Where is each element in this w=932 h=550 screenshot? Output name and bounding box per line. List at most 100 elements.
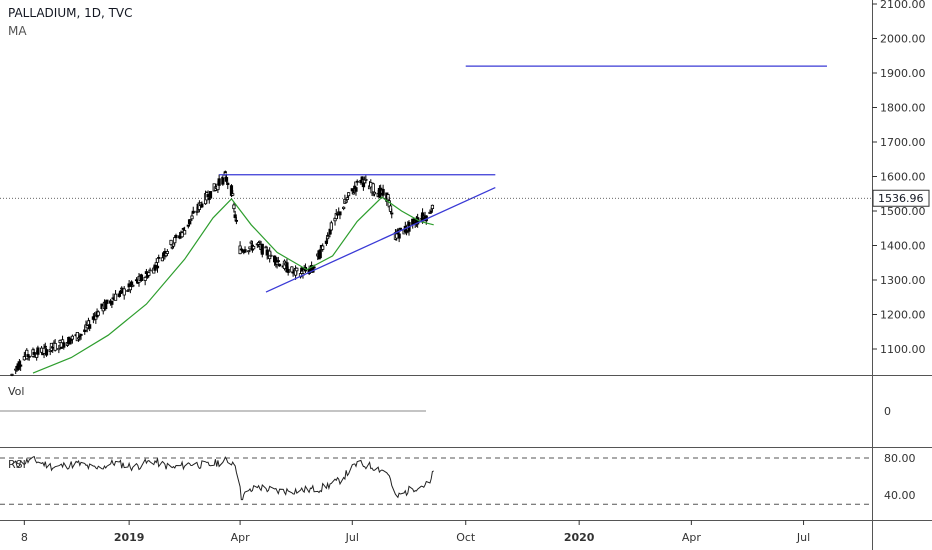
rsi-pane-label[interactable]: RSI <box>8 458 26 471</box>
candle-body <box>126 290 130 292</box>
last-price-label: 1536.96 <box>878 192 924 205</box>
last-price-tag <box>872 189 930 207</box>
candle-body <box>429 211 433 213</box>
candle-body <box>277 263 282 267</box>
candle-body <box>398 227 402 230</box>
candle-body <box>243 249 247 253</box>
candle-body <box>286 268 290 273</box>
time-tick-label: Apr <box>682 531 702 544</box>
candle-body <box>355 180 359 183</box>
ascending-trendline[interactable] <box>265 186 496 293</box>
candle-body <box>59 346 63 349</box>
candle-body <box>390 212 394 215</box>
candle-body <box>183 230 187 235</box>
ma-line <box>32 196 434 374</box>
candle-body <box>276 260 280 262</box>
price-tick-label: 1800.00 <box>880 102 926 115</box>
candle-body <box>295 267 299 272</box>
candle-body <box>70 335 75 340</box>
candle-body <box>43 345 47 348</box>
candle-body <box>321 245 325 250</box>
candle-body <box>174 235 178 239</box>
candle-body <box>191 210 195 214</box>
time-tick-label: 2020 <box>564 531 595 544</box>
price-tick-label: 1400.00 <box>880 240 926 253</box>
candle-body <box>155 265 160 269</box>
candle-body <box>312 266 316 269</box>
candle-body <box>223 171 227 174</box>
candle-body <box>224 177 229 182</box>
rsi-tick-label: 80.00 <box>884 452 916 465</box>
symbol-legend[interactable]: PALLADIUM, 1D, TVC <box>8 6 133 20</box>
candle-body <box>327 235 331 238</box>
candle-body <box>10 373 14 376</box>
candle-body <box>344 200 348 203</box>
candle-body <box>105 299 109 304</box>
candle-body <box>234 219 238 222</box>
candle-body <box>57 347 61 351</box>
time-tick-label: Jul <box>345 531 359 544</box>
volume-zero-label: 0 <box>884 405 891 418</box>
ma-legend[interactable]: MA <box>8 24 27 38</box>
candle-body <box>113 293 118 301</box>
rsi-tick-label: 40.00 <box>884 489 916 502</box>
candle-body <box>364 178 368 181</box>
candle-body <box>397 233 401 239</box>
candle-body <box>346 192 351 197</box>
candle-body <box>165 251 169 254</box>
candle-body <box>128 286 132 291</box>
candle-body <box>430 204 435 210</box>
candle-body <box>180 232 184 238</box>
time-tick-label: Jul <box>796 531 810 544</box>
candle-body <box>371 183 375 193</box>
candle-body <box>131 284 135 287</box>
candle-body <box>248 246 252 250</box>
candles <box>10 170 435 377</box>
candle-body <box>226 182 230 186</box>
price-tick-label: 1700.00 <box>880 136 926 149</box>
candle-body <box>79 333 83 336</box>
candle-body <box>324 240 329 244</box>
volume-pane-label[interactable]: Vol <box>8 385 25 398</box>
candle-body <box>232 204 236 210</box>
candle-body <box>354 187 358 192</box>
rsi-line <box>11 455 434 501</box>
candle-body <box>260 243 264 255</box>
candle-body <box>233 214 237 218</box>
candle-body <box>27 355 31 358</box>
candle-body <box>360 176 364 181</box>
candle-body <box>148 269 152 272</box>
candle-body <box>329 222 333 231</box>
candle-body <box>275 261 279 265</box>
time-tick-label: Oct <box>456 531 476 544</box>
price-tick-label: 1300.00 <box>880 274 926 287</box>
candle-body <box>189 219 193 222</box>
price-tick-label: 2000.00 <box>880 33 926 46</box>
candle-body <box>335 213 340 216</box>
candle-body <box>157 257 161 259</box>
candle-body <box>122 288 126 296</box>
candle-body <box>200 203 204 208</box>
candle-body <box>351 192 356 195</box>
candle-body <box>147 272 151 276</box>
candle-body <box>217 178 221 186</box>
candle-body <box>36 347 40 355</box>
time-tick-label: Apr <box>231 531 251 544</box>
price-tick-label: 1900.00 <box>880 67 926 80</box>
price-tick-label: 1200.00 <box>880 309 926 322</box>
candle-body <box>252 246 256 250</box>
price-tick-label: 1100.00 <box>880 343 926 356</box>
candle-body <box>269 254 273 257</box>
candle-body <box>231 193 235 196</box>
candle-body <box>381 188 385 196</box>
candle-body <box>53 342 57 351</box>
candle-body <box>19 364 23 367</box>
price-tick-label: 1500.00 <box>880 205 926 218</box>
candle-body <box>58 340 62 343</box>
candle-body <box>169 239 173 245</box>
candle-body <box>338 211 342 216</box>
candle-body <box>222 174 226 179</box>
candle-body <box>342 206 346 209</box>
candle-body <box>208 191 213 199</box>
